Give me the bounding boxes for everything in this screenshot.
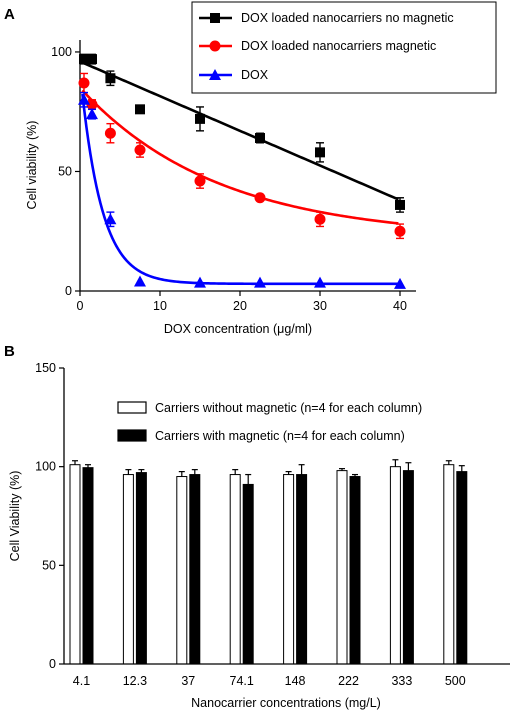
a-point-circle <box>394 225 406 237</box>
b-x-tick-label: 148 <box>285 674 306 688</box>
b-bar-1 <box>242 483 254 665</box>
a-point-triangle <box>134 275 146 287</box>
a-point-triangle <box>254 276 266 288</box>
panel-label-a: A <box>4 6 15 23</box>
b-legend-label-0: Carriers without magnetic (n=4 for each … <box>155 401 422 415</box>
a-point-circle <box>194 175 206 187</box>
b-bar-0 <box>122 474 134 665</box>
a-legend-item-2: DOX <box>199 68 269 82</box>
b-y-tick-label: 150 <box>35 361 56 375</box>
b-y-tick-label: 100 <box>35 460 56 474</box>
b-legend: Carriers without magnetic (n=4 for each … <box>117 401 422 443</box>
a-fit-line-2 <box>81 93 399 286</box>
b-x-tick-label: 222 <box>338 674 359 688</box>
b-legend-swatch-0 <box>117 401 147 414</box>
a-point-triangle <box>314 276 326 288</box>
a-legend-label-1: DOX loaded nanocarriers magnetic <box>241 39 436 53</box>
a-point-circle <box>78 77 90 89</box>
a-x-tick-label: 40 <box>393 299 407 313</box>
b-ticks: 0 50 100 150 4.1 12.3 37 74.1 148 222 333 500 <box>35 361 466 688</box>
a-x-tick-label: 0 <box>77 299 84 313</box>
b-bar-1 <box>456 471 468 665</box>
b-x-axis-label: Nanocarrier concentrations (mg/L) <box>191 696 381 710</box>
a-fit-line-1 <box>81 89 399 225</box>
b-axes <box>63 368 510 665</box>
a-point-square <box>105 73 116 84</box>
b-bar-0 <box>69 464 81 665</box>
b-x-tick-label: 333 <box>391 674 412 688</box>
a-legend-label-2: DOX <box>241 68 269 82</box>
a-y-tick-label: 0 <box>65 284 72 298</box>
b-bar-0 <box>336 470 348 665</box>
b-legend-item-1: Carriers with magnetic (n=4 for each col… <box>117 429 405 443</box>
a-legend-item-0: DOX loaded nanocarriers no magnetic <box>199 11 454 25</box>
b-legend-item-0: Carriers without magnetic (n=4 for each … <box>117 401 422 415</box>
b-bar-0 <box>176 476 188 665</box>
b-bar-0 <box>389 466 401 665</box>
b-bar-0 <box>229 474 241 665</box>
panel-b: B 0 50 100 150 4.1 12.3 37 74.1 148 222 333 500 Nan… <box>4 343 510 710</box>
a-legend-item-1: DOX loaded nanocarriers magnetic <box>199 39 436 53</box>
b-y-tick-label: 50 <box>42 558 56 572</box>
a-point-square <box>87 54 97 65</box>
a-fit-line-0 <box>81 61 399 201</box>
b-bar-1 <box>349 476 361 665</box>
a-y-axis-label: Cell viability (%) <box>25 121 39 210</box>
a-point-triangle <box>86 108 98 120</box>
a-point-triangle <box>78 93 90 105</box>
b-x-tick-label: 74.1 <box>230 674 254 688</box>
a-legend-label-0: DOX loaded nanocarriers no magnetic <box>241 11 454 25</box>
b-bar-0 <box>283 474 295 665</box>
a-point-circle <box>254 192 266 204</box>
b-y-axis-label: Cell Viability (%) <box>8 471 22 562</box>
a-y-tick-label: 100 <box>51 45 72 59</box>
a-legend-box <box>191 1 497 94</box>
a-point-square <box>135 104 145 115</box>
b-bar-1 <box>296 474 308 665</box>
b-bar-1 <box>135 472 147 665</box>
a-point-triangle <box>194 276 206 288</box>
b-x-tick-label: 4.1 <box>73 674 90 688</box>
a-point-circle <box>104 127 116 139</box>
a-point-square <box>195 113 205 124</box>
b-bar-0 <box>443 464 455 665</box>
a-data-points <box>78 53 406 289</box>
a-ticks: 0 10 20 30 40 0 50 100 <box>51 45 407 313</box>
b-bar-1 <box>402 470 414 665</box>
a-legend-marker-2 <box>209 69 221 80</box>
a-x-tick-label: 10 <box>153 299 167 313</box>
panel-label-b: B <box>4 343 15 360</box>
a-point-square <box>395 199 405 210</box>
a-legend-marker-0 <box>210 13 220 23</box>
a-point-triangle <box>394 277 406 289</box>
a-point-square <box>255 133 265 144</box>
b-x-tick-label: 500 <box>445 674 466 688</box>
a-fit-lines <box>81 61 399 286</box>
a-legend-marker-1 <box>209 40 221 52</box>
a-y-tick-label: 50 <box>58 164 72 178</box>
a-point-circle <box>134 144 146 156</box>
a-point-triangle <box>104 213 117 225</box>
a-point-circle <box>86 99 98 111</box>
b-legend-swatch-1 <box>117 429 147 442</box>
b-bar-1 <box>189 474 201 665</box>
panel-a: A 0 10 20 30 40 0 50 100 DOX concentration (μg/… <box>4 1 497 336</box>
b-y-tick-label: 0 <box>49 657 56 671</box>
a-legend: DOX loaded nanocarriers no magnetic DOX … <box>191 1 497 94</box>
b-legend-label-1: Carriers with magnetic (n=4 for each col… <box>155 429 405 443</box>
a-point-square <box>79 54 89 65</box>
a-x-tick-label: 20 <box>233 299 247 313</box>
a-x-axis-label: DOX concentration (μg/ml) <box>164 322 312 336</box>
a-point-circle <box>314 213 326 225</box>
a-point-square <box>315 147 325 158</box>
b-bars <box>69 459 468 665</box>
b-x-tick-label: 37 <box>181 674 195 688</box>
b-x-tick-label: 12.3 <box>123 674 147 688</box>
b-bar-1 <box>82 467 94 665</box>
a-x-tick-label: 30 <box>313 299 327 313</box>
